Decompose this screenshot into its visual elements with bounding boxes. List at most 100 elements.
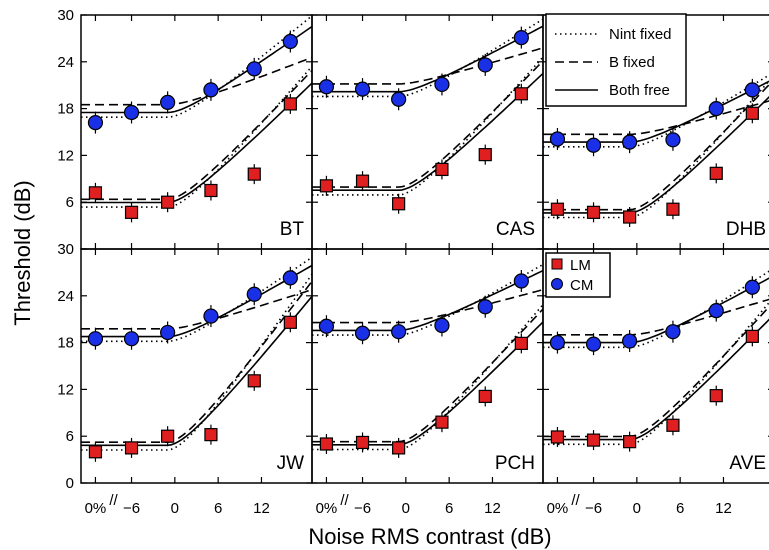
cm-point (354, 325, 371, 341)
data-markers (87, 266, 298, 462)
lm-point (550, 430, 565, 444)
cm-point (282, 270, 298, 286)
fit-lm-solid (81, 82, 312, 204)
lm-point (709, 166, 723, 180)
fit-cm-dashed (312, 47, 543, 85)
lm-point (392, 197, 406, 211)
panel-frame (80, 248, 313, 484)
cm-point (513, 273, 529, 289)
fit-lm-dashed (312, 308, 543, 443)
x-tick-label: 6 (445, 500, 453, 517)
lm-point (204, 183, 218, 198)
lm-point (745, 329, 759, 343)
fit-lm-dotted (543, 79, 769, 219)
fit-cm-dashed (543, 100, 769, 136)
y-tick-label: 18 (57, 101, 74, 118)
cm-point (246, 61, 262, 77)
panel-cas: CAS (311, 14, 544, 250)
x-tick-label: 0% (85, 500, 107, 517)
x-tick-label: 6 (214, 500, 222, 517)
fit-lm-solid (312, 72, 543, 191)
panel-pch: PCH (311, 248, 544, 484)
y-tick-label: 6 (66, 194, 74, 211)
cm-point (282, 33, 298, 50)
lm-point (88, 445, 103, 459)
cm-point (622, 134, 638, 150)
y-tick-label: 6 (66, 428, 74, 445)
data-markers (318, 26, 529, 214)
fit-cm-solid (312, 269, 543, 332)
fit-curves (81, 15, 312, 208)
cm-point (434, 317, 450, 334)
lm-point (623, 435, 637, 449)
lm-point (514, 87, 528, 101)
axis-break-marker: // (109, 492, 118, 509)
x-tick-label: 12 (253, 500, 270, 517)
lm-point (247, 374, 261, 388)
fit-lm-dotted (312, 304, 543, 451)
cm-point (665, 132, 681, 148)
panel-frame (311, 248, 544, 484)
lm-point (124, 205, 139, 219)
y-tick-label: 24 (57, 54, 74, 71)
fit-cm-solid (543, 277, 769, 344)
fit-curves (312, 263, 543, 451)
legend-cm-label: CM (570, 277, 593, 294)
cm-point (318, 318, 335, 334)
y-tick-label: 24 (57, 288, 74, 305)
fit-lm-dashed (543, 305, 769, 438)
data-markers (318, 269, 529, 458)
cm-point (123, 104, 140, 121)
cm-point (87, 115, 104, 131)
x-tick-label: 0 (402, 500, 410, 517)
fit-cm-dashed (543, 298, 769, 336)
fit-curves (312, 18, 543, 196)
fit-cm-dotted (543, 74, 769, 148)
x-tick-label: 0 (171, 500, 179, 517)
x-tick-label: −6 (354, 500, 371, 517)
fit-cm-dotted (312, 18, 543, 98)
cm-point (744, 82, 760, 98)
panels-group: BT CAS DHB JW PCH AVE 6 12 18 24 30 0 6 12 18 24 30 0% −6 0… (57, 7, 769, 517)
legend-b-fixed-label: B fixed (609, 54, 655, 71)
lm-point (283, 315, 297, 329)
fit-lm-solid (543, 96, 769, 214)
cm-point (622, 333, 638, 349)
x-tick-label: −6 (585, 500, 602, 517)
lm-point (355, 435, 370, 450)
cm-point (123, 331, 140, 347)
legend-lm-square (551, 258, 563, 270)
y-tick-label: 30 (57, 241, 74, 258)
lm-point (478, 148, 492, 162)
cm-point (203, 308, 219, 324)
y-tick-label: 0 (66, 475, 74, 492)
axis-break-marker: // (340, 492, 349, 509)
cm-point (203, 82, 219, 98)
cm-point (318, 79, 335, 95)
lm-point (666, 418, 680, 432)
panel-bt: BT (80, 14, 313, 250)
cm-point (665, 324, 681, 340)
legend-fit-types: Nint fixed B fixed Both free (545, 13, 687, 107)
fit-curves (543, 74, 769, 219)
lm-point (319, 179, 334, 193)
legend-markers: LM CM (545, 252, 611, 298)
legend-lm-label: LM (570, 257, 591, 274)
cm-point (160, 94, 176, 110)
lm-point (586, 205, 601, 219)
fit-lm-dotted (81, 65, 312, 208)
lm-point (623, 210, 637, 224)
lm-point (319, 437, 334, 451)
cm-point (434, 76, 450, 93)
panel-label: BT (280, 219, 305, 240)
panel-frame (311, 14, 544, 250)
lm-point (745, 106, 759, 120)
lm-point (435, 415, 449, 429)
y-axis-label: Threshold (dB) (10, 180, 35, 326)
y-tick-label: 30 (57, 7, 74, 24)
axes-text-group: Noise RMS contrast (dB) Threshold (dB) (10, 180, 552, 549)
fit-cm-solid (81, 264, 312, 338)
y-tick-label: 18 (57, 335, 74, 352)
lm-point (124, 441, 139, 455)
